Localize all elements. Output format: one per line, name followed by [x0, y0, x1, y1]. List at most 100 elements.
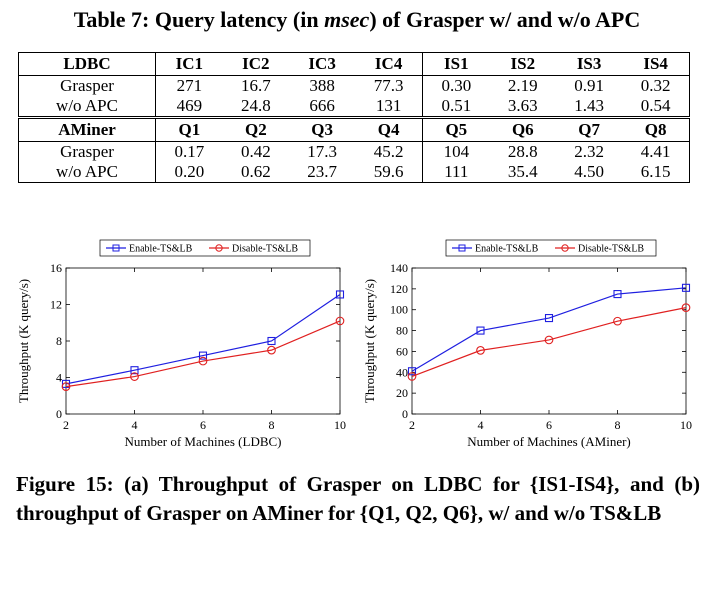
table-cell: 0.32	[622, 75, 691, 96]
y-axis-label: Throughput (K query/s)	[16, 279, 31, 403]
table-cell: 0.91	[574, 76, 604, 95]
y-tick-label: 120	[390, 282, 408, 296]
table-header-cell: IC2	[222, 52, 289, 76]
table-header-cell: AMiner	[18, 116, 156, 142]
table-header-cell: Q4	[355, 116, 423, 142]
table-header-row: LDBC IC1 IC2 IC3 IC4 IS1 IS2 IS3 IS4	[18, 52, 691, 76]
legend-marker-square	[112, 244, 120, 252]
x-tick-label: 6	[546, 418, 552, 432]
y-tick-label: 12	[50, 298, 62, 312]
x-tick-label: 2	[409, 418, 415, 432]
x-tick-label: 10	[334, 418, 346, 432]
table-caption-suffix: ) of Grasper w/ and w/o APC	[369, 7, 641, 32]
legend: Enable-TS&LB Disable-TS&LB	[99, 239, 311, 257]
table-row: w/o APC 0.20 0.62 23.7 59.6 111 35.4 4.50 6.15	[18, 162, 691, 183]
legend-label: Disable-TS&LB	[578, 244, 644, 255]
table-cell: 23.7	[288, 162, 356, 183]
table-header-cell: Q3	[288, 116, 356, 142]
table-cell: Grasper	[18, 75, 156, 96]
data-point-square	[198, 351, 208, 360]
table-header-cell: LDBC	[18, 52, 156, 76]
data-point-circle	[61, 382, 71, 391]
table-cell: 35.4	[489, 162, 556, 183]
table-cell: Grasper	[18, 141, 156, 162]
x-tick-label: 6	[200, 418, 206, 432]
table-cell: 59.6	[355, 162, 423, 183]
y-tick-label: 100	[390, 303, 408, 317]
y-tick-label: 80	[396, 324, 408, 338]
table-cell: 0.42	[240, 142, 271, 161]
table-cell: 131	[355, 96, 423, 118]
legend-box	[445, 239, 657, 257]
data-point-circle	[198, 356, 208, 366]
series-line	[411, 287, 687, 372]
series-line	[411, 307, 687, 378]
table-cell: 0.30	[421, 75, 490, 96]
table-header-cell: IS1	[421, 52, 490, 76]
chart-aminer: 0 20 40 60 80 100 120 140 2 4 6 8 10 Number of Machin…	[362, 239, 692, 449]
table-cell: 0.62	[222, 162, 289, 183]
x-tick-label: 4	[478, 418, 484, 432]
series-line	[65, 293, 341, 385]
legend-label: Disable-TS&LB	[232, 244, 298, 255]
table-cell: 2.32	[574, 142, 604, 161]
table-caption: Table 7: Query latency (in msec) of Gras…	[0, 6, 714, 34]
table-header-cell: Q6	[489, 116, 556, 142]
data-point-square	[61, 379, 71, 388]
x-tick-label: 8	[269, 418, 275, 432]
y-tick-label: 20	[396, 386, 408, 400]
table-cell: 1.43	[555, 96, 623, 118]
y-tick-label: 40	[396, 365, 408, 379]
data-point-square	[681, 283, 691, 292]
x-tick-label: 8	[615, 418, 621, 432]
table-header-cell: IC4	[355, 52, 423, 76]
data-point-circle	[407, 372, 417, 381]
legend-marker-square	[458, 244, 466, 252]
table-cell: 111	[421, 162, 490, 183]
table-cell: 4.50	[555, 162, 623, 183]
x-tick-label: 10	[680, 418, 692, 432]
data-point-square	[544, 314, 554, 323]
y-axis-label: Throughput (K query/s)	[362, 279, 377, 403]
y-tick-label: 60	[396, 344, 408, 358]
table-cell: 17.3	[307, 142, 337, 161]
data-point-circle	[681, 303, 691, 312]
table-caption-prefix: Table 7: Query latency (in	[73, 7, 325, 32]
table-cell: 28.8	[507, 142, 538, 161]
table-caption-unit: msec	[324, 7, 370, 32]
table-cell: 271	[154, 75, 223, 96]
figure-caption: Figure 15: (a) Throughput of Grasper on …	[16, 472, 700, 525]
table-cell: 24.8	[222, 96, 289, 118]
table-header-cell: Q1	[154, 116, 223, 142]
data-point-circle	[476, 346, 485, 355]
data-point-circle	[335, 316, 345, 326]
plot-frame	[65, 267, 341, 415]
data-point-square	[476, 326, 485, 335]
table-cell: 666	[288, 96, 356, 118]
table-header-cell: IC3	[288, 52, 356, 76]
y-tick-label: 140	[390, 261, 408, 275]
legend-marker-circle	[561, 244, 569, 252]
table-row: w/o APC 469 24.8 666 131 0.51 3.63 1.43 0.54	[18, 96, 691, 118]
legend-marker-circle	[215, 244, 223, 252]
table-cell: 0.54	[622, 96, 691, 118]
table-cell: 77.3	[373, 76, 404, 95]
table-header-cell: IS3	[555, 52, 623, 76]
legend-label: Enable-TS&LB	[475, 244, 539, 255]
table-cell: 0.20	[154, 162, 223, 183]
x-tick-label: 4	[132, 418, 138, 432]
data-point-circle	[613, 316, 622, 326]
data-point-square	[407, 367, 417, 376]
table-cell: 0.17	[154, 141, 223, 162]
plot-frame	[411, 267, 687, 415]
table-header-cell: IC1	[154, 52, 223, 76]
table-header-cell: Q5	[421, 116, 490, 142]
data-point-square	[267, 336, 276, 346]
y-tick-label: 4	[56, 371, 62, 385]
data-point-circle	[130, 372, 139, 381]
data-point-square	[335, 290, 345, 299]
x-axis-label: Number of Machines (LDBC)	[124, 434, 281, 449]
series-line	[65, 320, 341, 388]
y-tick-label: 0	[56, 407, 62, 421]
data-point-circle	[267, 345, 276, 355]
